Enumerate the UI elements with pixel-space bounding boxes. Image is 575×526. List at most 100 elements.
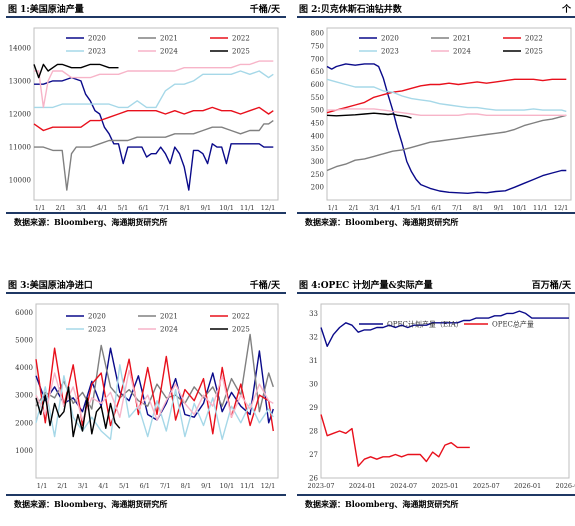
series-line-2024 — [35, 369, 274, 421]
panel-source: 数据来源：Bloomberg、海通期货研究所 — [6, 494, 286, 510]
y-tick-label: 800 — [311, 30, 324, 38]
x-tick-label: 4/1 — [390, 204, 400, 212]
legend-label: OPEC总产量 — [492, 320, 534, 329]
panel-header: 图 4:OPEC 计划产量&实际产量 百万桶/天 — [297, 276, 575, 294]
x-tick-label: 2025-07 — [473, 482, 500, 490]
y-tick-label: 32 — [309, 333, 318, 341]
legend-label: 2022 — [232, 313, 250, 321]
y-tick-label: 750 — [311, 42, 324, 50]
y-tick-label: 13000 — [9, 77, 31, 85]
y-tick-label: 2000 — [15, 419, 33, 427]
panel-title: 图 3:美国原油净进口 — [8, 281, 93, 291]
series-line-2021 — [326, 114, 567, 172]
panel-us-crude-production: 图 1:美国原油产量 千桶/天 10000 11000 12000 13000 1400… — [6, 0, 286, 250]
x-tick-label: 5/1 — [411, 204, 421, 212]
panel-baker-hughes-rig-count: 图 2:贝克休斯石油钻井数 个 200 250 300 350 400 450 500 550… — [297, 0, 575, 250]
panel-source: 数据来源：Bloomberg、海通期货研究所 — [6, 212, 286, 228]
legend-label: 2021 — [160, 35, 178, 43]
legend-label: 2025 — [232, 48, 250, 56]
y-tick-label: 27 — [309, 451, 318, 459]
source-text: 数据来源：Bloomberg、海通期货研究所 — [14, 217, 168, 227]
y-tick-label: 200 — [311, 184, 324, 192]
y-tick-label: 11000 — [9, 144, 31, 152]
legend-label: OPEC计划产量（EIA） — [387, 320, 463, 329]
x-tick-label: 3/1 — [369, 204, 379, 212]
source-text: 数据来源：Bloomberg、海通期货研究所 — [305, 499, 459, 509]
legend-label: 2024 — [160, 326, 178, 334]
x-tick-label: 2024-01 — [349, 482, 376, 490]
x-tick-label: 12/1 — [554, 204, 569, 212]
series-line-2023 — [34, 70, 274, 109]
x-tick-label: 9/1 — [201, 482, 211, 490]
x-tick-label: 10/1 — [220, 482, 235, 490]
series-line-2020 — [326, 63, 567, 195]
series-line-2022 — [326, 78, 567, 114]
legend-label: 2023 — [88, 326, 106, 334]
y-tick-label: 14000 — [9, 44, 31, 52]
y-tick-label: 26 — [309, 475, 318, 483]
y-tick-label: 5000 — [15, 336, 33, 344]
y-tick-label: 12000 — [9, 111, 31, 119]
panel-unit: 千桶/天 — [249, 5, 280, 15]
x-tick-label: 9/1 — [494, 204, 504, 212]
legend-label: 2020 — [88, 313, 106, 321]
y-tick-label: 600 — [311, 81, 324, 89]
series-line-2025 — [326, 112, 412, 119]
x-tick-label: 8/1 — [180, 204, 190, 212]
y-tick-label: 33 — [309, 310, 318, 318]
x-tick-label: 1/1 — [35, 204, 45, 212]
y-tick-label: 650 — [311, 68, 324, 76]
legend-label: 2021 — [160, 313, 178, 321]
panel-header: 图 3:美国原油净进口 千桶/天 — [6, 276, 286, 294]
x-tick-label: 2/1 — [55, 204, 65, 212]
panel-header: 图 2:贝克休斯石油钻井数 个 — [297, 0, 575, 18]
panel-opec-production: 图 4:OPEC 计划产量&实际产量 百万桶/天 26 27 28 29 30 31 32 3… — [297, 276, 575, 526]
series-line-2023 — [326, 78, 567, 113]
legend-label: 2025 — [232, 326, 250, 334]
x-tick-label: 7/1 — [160, 482, 170, 490]
series-line-2025 — [35, 386, 121, 438]
x-tick-label: 8/1 — [181, 482, 191, 490]
legend-label: 2025 — [525, 48, 543, 56]
plot-frame — [35, 303, 279, 479]
legend-label: 2024 — [160, 48, 178, 56]
y-tick-label: 30 — [309, 380, 318, 388]
panel-title: 图 1:美国原油产量 — [8, 5, 84, 15]
series-line-2021 — [34, 120, 274, 191]
y-tick-label: 400 — [311, 132, 324, 140]
x-tick-label: 7/1 — [452, 204, 462, 212]
x-tick-label: 12/1 — [261, 482, 276, 490]
plot-frame — [326, 27, 572, 201]
panel-title: 图 4:OPEC 计划产量&实际产量 — [299, 281, 433, 291]
legend-label: 2024 — [453, 48, 471, 56]
y-tick-label: 450 — [311, 119, 324, 127]
y-tick-label: 700 — [311, 55, 324, 63]
y-tick-label: 550 — [311, 94, 324, 102]
x-tick-label: 9/1 — [201, 204, 211, 212]
panel-title: 图 2:贝克休斯石油钻井数 — [299, 5, 402, 15]
series-line-2020 — [34, 76, 274, 191]
y-tick-label: 500 — [311, 107, 324, 115]
y-tick-label: 350 — [311, 145, 324, 153]
y-tick-label: 10000 — [9, 177, 31, 185]
chart-us-crude-net-imports: 1000 2000 3000 4000 5000 6000 1/1 2/1 3/1 4/1 5/1 6… — [15, 303, 279, 490]
x-tick-label: 2/1 — [348, 204, 358, 212]
y-tick-label: 300 — [311, 158, 324, 166]
x-tick-label: 1/1 — [328, 204, 338, 212]
legend-label: 2020 — [381, 35, 399, 43]
x-tick-label: 12/1 — [261, 204, 276, 212]
x-tick-label: 11/1 — [533, 204, 548, 212]
y-tick-label: 28 — [309, 427, 318, 435]
series-line-2025 — [33, 63, 119, 79]
legend-label: 2023 — [88, 48, 106, 56]
legend-label: 2021 — [453, 35, 471, 43]
x-tick-label: 4/1 — [98, 482, 108, 490]
y-tick-label: 1000 — [15, 447, 33, 455]
series-line-2022 — [35, 347, 274, 435]
y-tick-label: 31 — [309, 357, 318, 365]
series-line-2024 — [34, 60, 274, 109]
x-tick-label: 10/1 — [219, 204, 234, 212]
y-tick-label: 4000 — [15, 364, 33, 372]
x-tick-label: 2026-07 — [555, 482, 575, 490]
source-text: 数据来源：Bloomberg、海通期货研究所 — [14, 499, 168, 509]
